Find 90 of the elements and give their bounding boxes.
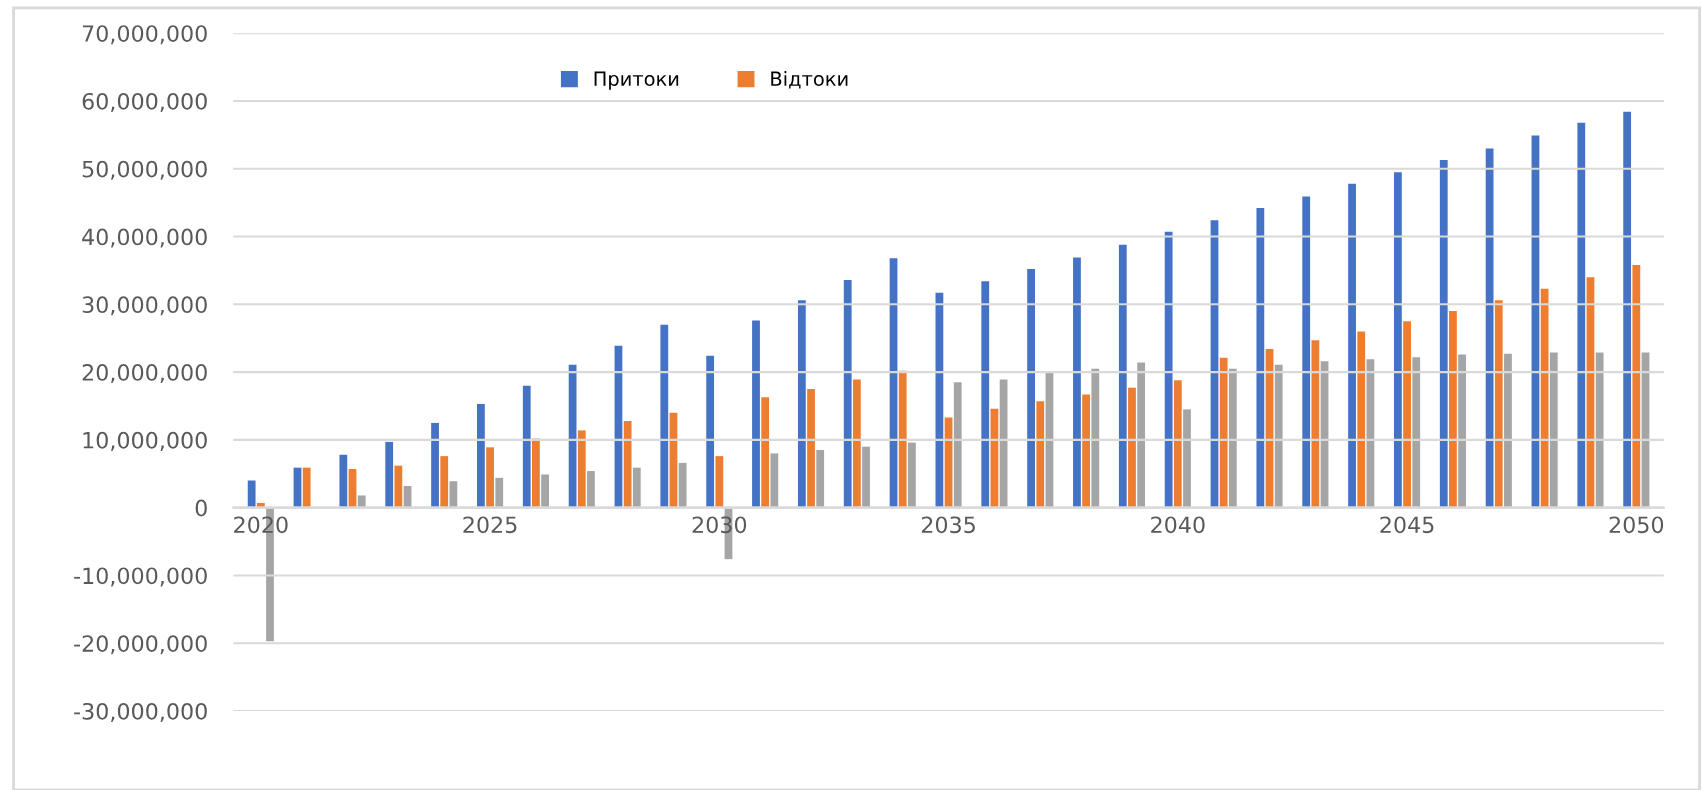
bar [1366,359,1375,508]
bar [1458,354,1466,508]
bar [1494,300,1503,508]
bar [1091,368,1100,508]
y-tick-label: 50,000,000 [82,160,207,180]
bar [1137,362,1146,508]
bar [339,454,348,508]
bar [632,467,641,508]
bar [1504,353,1512,508]
bar [1173,380,1182,508]
x-tick-label: 2020 [234,516,288,534]
bar [1274,364,1283,508]
bar [852,379,861,508]
bar [440,456,449,508]
x-tick-label: 2050 [1609,516,1664,534]
bar [1357,331,1366,508]
bar [623,420,632,508]
bar [302,467,311,508]
bar [1394,172,1402,508]
bar [587,471,595,508]
y-tick-label: -30,000,000 [74,702,207,723]
bar [1577,122,1586,508]
bar [715,456,724,508]
x-tick-label: 2040 [1151,516,1205,534]
bar [1595,352,1604,508]
bar [678,462,687,508]
x-tick-label: 2030 [692,516,747,534]
bar [862,446,870,508]
bar [522,385,531,508]
y-tick-label: 30,000,000 [82,296,207,316]
x-tick-label: 2025 [463,516,517,534]
bar [1082,394,1091,508]
bar [953,382,962,508]
bar [797,300,806,508]
bar [449,481,458,508]
bar [532,438,540,508]
bar [541,474,549,508]
bar [1219,357,1228,508]
bar [1228,368,1237,508]
bar [898,370,907,508]
bar [1073,257,1081,508]
x-tick-label: 2045 [1380,516,1434,534]
bar [394,465,403,508]
y-tick-label: 20,000,000 [82,364,207,384]
bar [1036,401,1045,508]
bar [1302,196,1311,508]
bar [816,450,825,508]
legend-label: Притоки [594,71,679,90]
bar [1128,387,1136,508]
bar [247,480,256,508]
bar [752,320,760,508]
bar [1439,159,1448,508]
bar [1183,409,1191,508]
legend-label: Відтоки [771,71,848,89]
y-tick-label: 10,000,000 [83,431,207,451]
bar [1311,340,1320,508]
bar [577,430,586,508]
bar [1403,321,1411,508]
y-tick-label: -20,000,000 [74,635,207,655]
bar [907,442,916,508]
bar [385,441,394,508]
bar [761,397,770,508]
bar [1449,311,1457,508]
bar [1118,244,1127,508]
bar [660,324,669,508]
y-tick-label: -10,000,000 [74,567,207,587]
y-tick-label: 60,000,000 [82,92,207,112]
bar [1623,111,1632,508]
bar [981,281,990,508]
bar [1027,269,1035,508]
bar [1549,352,1558,508]
y-tick-label: 0 [195,499,207,517]
bar [431,422,439,508]
bar [357,495,366,508]
bar [1412,357,1421,508]
y-tick-label: 70,000,000 [82,25,207,45]
bar [495,477,504,508]
bar [1256,208,1265,508]
bar [477,403,485,508]
bar [1348,183,1356,508]
bar [1164,231,1173,508]
bar [1540,288,1549,508]
bar [770,453,779,508]
bar [1632,264,1641,508]
bar [843,279,852,508]
x-tick-label: 2035 [921,516,975,534]
bar [706,355,715,508]
bar [486,447,494,508]
y-tick-label: 40,000,000 [82,228,207,248]
bar [807,389,815,508]
